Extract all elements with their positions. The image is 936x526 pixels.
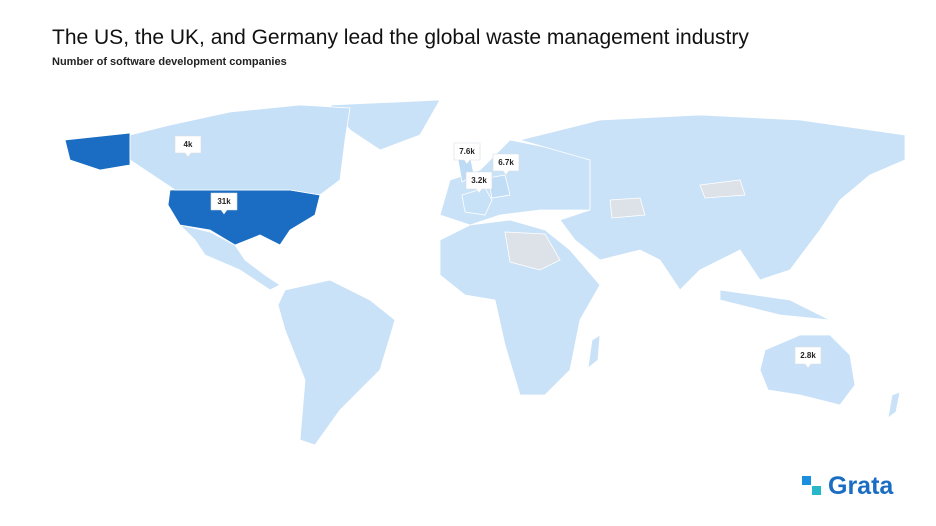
indonesia (719, 289, 831, 321)
callout-box (210, 192, 238, 215)
callout-label: 31k (217, 197, 231, 206)
no-data-region (504, 231, 561, 271)
callout-label: 7.6k (459, 147, 475, 156)
mexico-central-america (178, 224, 281, 291)
region (487, 174, 511, 199)
logo-icon (802, 476, 811, 485)
callout-box (174, 135, 202, 158)
chart-title: The US, the UK, and Germany lead the glo… (52, 26, 749, 49)
no-data-region (609, 197, 646, 219)
region (129, 104, 351, 196)
africa (439, 219, 601, 396)
callout-label: 2.8k (800, 351, 816, 360)
base-map (178, 99, 906, 446)
logo-text: Grata (828, 472, 894, 500)
callout-box (794, 346, 822, 369)
south-america (277, 279, 396, 446)
callout-label: 6.7k (498, 158, 514, 167)
asia (518, 114, 906, 291)
chart-subtitle: Number of software development companies (52, 56, 287, 68)
callout-box (453, 142, 481, 165)
logo-icon (812, 486, 821, 495)
callout-box (465, 171, 493, 194)
new-zealand (887, 391, 901, 419)
callout-label: 3.2k (471, 176, 487, 185)
callout-box (492, 153, 520, 176)
logo: Grata (802, 472, 894, 500)
madagascar (587, 334, 601, 369)
callout-label: 4k (184, 140, 193, 149)
region (759, 334, 856, 406)
no-data-region (699, 179, 746, 199)
